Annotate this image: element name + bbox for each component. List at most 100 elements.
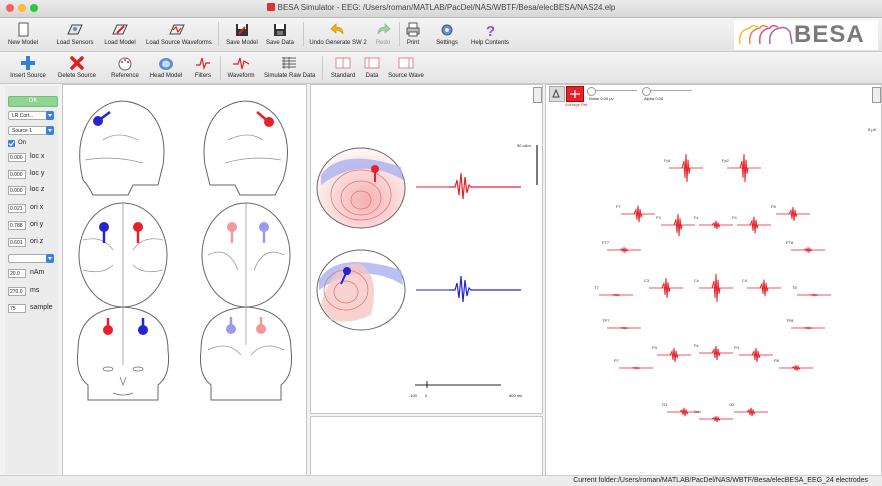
delete-source-button[interactable]: Delete Source bbox=[56, 55, 98, 79]
title-bar: BESA Simulator - EEG: /Users/roman/MATLA… bbox=[0, 0, 882, 18]
ok-button[interactable]: OK bbox=[8, 96, 58, 107]
time-field[interactable]: 270.0 bbox=[8, 287, 26, 296]
electrode-fz-trace[interactable]: Fz bbox=[694, 215, 733, 230]
time-axis-start-label: -100 bbox=[409, 393, 418, 398]
save-data-button[interactable]: Save Data bbox=[264, 22, 296, 46]
electrode-c4-trace[interactable]: C4 bbox=[742, 278, 781, 297]
back-head-view[interactable] bbox=[77, 306, 169, 401]
electrode-o2-trace[interactable]: O2 bbox=[729, 402, 768, 417]
left-side-head-view[interactable] bbox=[79, 100, 165, 196]
electrode-label: FT8 bbox=[786, 240, 794, 245]
redo-button[interactable]: Redo bbox=[372, 22, 394, 46]
electrode-p8-trace[interactable]: P8 bbox=[774, 358, 813, 371]
electrode-o1-trace[interactable]: O1 bbox=[662, 402, 701, 417]
amplitude-field[interactable]: 20.0 bbox=[8, 269, 26, 278]
reference-button[interactable]: Reference bbox=[108, 55, 142, 79]
bottom-head-view[interactable] bbox=[201, 202, 291, 308]
loc-y-field[interactable]: 0.000 bbox=[8, 170, 26, 179]
zoom-window-button[interactable] bbox=[30, 4, 38, 12]
noise-slider-track[interactable] bbox=[587, 90, 637, 91]
reference-toggle-button[interactable] bbox=[549, 86, 565, 102]
loc-x-field[interactable]: 0.000 bbox=[8, 153, 26, 162]
vertical-scroll-up-button[interactable] bbox=[533, 87, 542, 103]
electrode-c3-trace[interactable]: C3 bbox=[644, 278, 683, 298]
filters-button[interactable]: Filters bbox=[191, 55, 215, 79]
ori-y-label: ori y bbox=[30, 221, 44, 228]
electrode-label: P7 bbox=[614, 358, 620, 363]
load-source-waveforms-button[interactable]: Load Source Waveforms bbox=[146, 22, 212, 46]
ori-z-field[interactable]: 0.601 bbox=[8, 238, 26, 247]
save-model-button[interactable]: Save Model bbox=[224, 22, 260, 46]
ori-x-field[interactable]: 0.021 bbox=[8, 204, 26, 213]
time-unit-label: ms bbox=[30, 287, 40, 294]
electrode-tp8-trace[interactable]: TP8 bbox=[786, 318, 825, 330]
on-checkbox[interactable] bbox=[8, 140, 15, 147]
average-ref-icon bbox=[570, 90, 580, 98]
alpha-slider-track[interactable] bbox=[642, 90, 692, 91]
time-axis-zero-label: 0 bbox=[425, 393, 428, 398]
electrode-p3-trace[interactable]: P3 bbox=[652, 345, 691, 363]
amplitude-scale-label: 50 nAm bbox=[517, 143, 531, 148]
ori-y-field[interactable]: 0.788 bbox=[8, 221, 26, 230]
alpha-slider-thumb[interactable] bbox=[642, 87, 651, 96]
coordinate-system-select[interactable]: LR Cort... bbox=[8, 111, 54, 120]
on-checkbox-label: On bbox=[18, 140, 27, 146]
data-view-button[interactable]: Data bbox=[362, 55, 382, 79]
source-2-topography-map[interactable] bbox=[316, 249, 406, 331]
electrode-fp1-trace[interactable]: Fp1 bbox=[664, 153, 703, 183]
electrode-ft7-trace[interactable]: FT7 bbox=[602, 240, 641, 255]
undo-button[interactable]: Undo Generate SW 2 bbox=[308, 22, 368, 46]
electrode-p4-trace[interactable]: P4 bbox=[734, 345, 773, 363]
insert-source-button[interactable]: Insert Source bbox=[10, 55, 46, 79]
electrode-ft8-trace[interactable]: FT8 bbox=[786, 240, 825, 255]
load-sensors-label: Load Sensors bbox=[56, 40, 94, 46]
electrode-f4-trace[interactable]: F4 bbox=[732, 215, 771, 234]
electrode-tp7-trace[interactable]: TP7 bbox=[602, 318, 641, 330]
load-sensors-button[interactable]: Load Sensors bbox=[55, 22, 95, 46]
electrode-fp2-trace[interactable]: Fp2 bbox=[722, 153, 761, 183]
electrode-f3-trace[interactable]: F3 bbox=[656, 213, 695, 237]
vertical-scroll-up-button[interactable] bbox=[872, 87, 881, 103]
simulate-raw-data-button[interactable]: Simulate Raw Data bbox=[264, 55, 315, 79]
electrode-p7-trace[interactable]: P7 bbox=[614, 358, 653, 370]
source-1-waveform[interactable] bbox=[449, 172, 521, 200]
redo-icon bbox=[377, 23, 391, 35]
head-model-button[interactable]: Head Model bbox=[148, 55, 184, 79]
right-side-head-view[interactable] bbox=[203, 100, 288, 196]
electrode-t7-trace[interactable]: T7 bbox=[594, 285, 633, 297]
electrode-f8-trace[interactable]: F8 bbox=[771, 204, 810, 222]
close-window-button[interactable] bbox=[6, 4, 14, 12]
sample-field[interactable]: 75 bbox=[8, 304, 26, 313]
source-select[interactable]: Source 1 bbox=[8, 126, 54, 135]
load-model-button[interactable]: Load Model bbox=[103, 22, 137, 46]
help-contents-button[interactable]: ? Help Contents bbox=[470, 22, 510, 46]
top-head-view[interactable] bbox=[78, 202, 168, 308]
waveform-type-select[interactable] bbox=[8, 254, 54, 263]
print-button[interactable]: Print bbox=[403, 22, 423, 46]
minimize-window-button[interactable] bbox=[18, 4, 26, 12]
source-1-topography-map[interactable] bbox=[316, 147, 406, 229]
loc-z-field[interactable]: 0.000 bbox=[8, 186, 26, 195]
gear-icon bbox=[441, 24, 453, 36]
redo-label: Redo bbox=[375, 40, 391, 46]
electrode-label: F3 bbox=[656, 215, 661, 220]
electrode-f7-trace[interactable]: F7 bbox=[616, 204, 655, 223]
electrode-t8-trace[interactable]: T8 bbox=[792, 285, 831, 297]
source-wave-view-button[interactable]: Source Wave bbox=[388, 55, 424, 79]
source-2-waveform[interactable] bbox=[449, 275, 521, 303]
electrode-pz-trace[interactable]: Pz bbox=[694, 343, 733, 361]
chevron-down-icon bbox=[46, 126, 54, 135]
settings-button[interactable]: Settings bbox=[434, 22, 460, 46]
waveform-button[interactable]: Waveform bbox=[226, 55, 256, 79]
reference-label: Reference bbox=[111, 73, 139, 79]
reference-head-icon bbox=[118, 57, 132, 71]
chevron-down-icon bbox=[46, 111, 54, 120]
standard-view-button[interactable]: Standard bbox=[328, 55, 358, 79]
new-model-button[interactable]: New Model bbox=[8, 22, 38, 46]
noise-slider-thumb[interactable] bbox=[587, 87, 596, 96]
electrode-label: F7 bbox=[616, 204, 621, 209]
average-ref-button[interactable] bbox=[566, 86, 584, 102]
electrode-cz-trace[interactable]: Cz bbox=[694, 273, 733, 303]
front-head-view[interactable] bbox=[200, 306, 292, 401]
electrode-oz-trace[interactable]: Oz bbox=[694, 409, 733, 422]
